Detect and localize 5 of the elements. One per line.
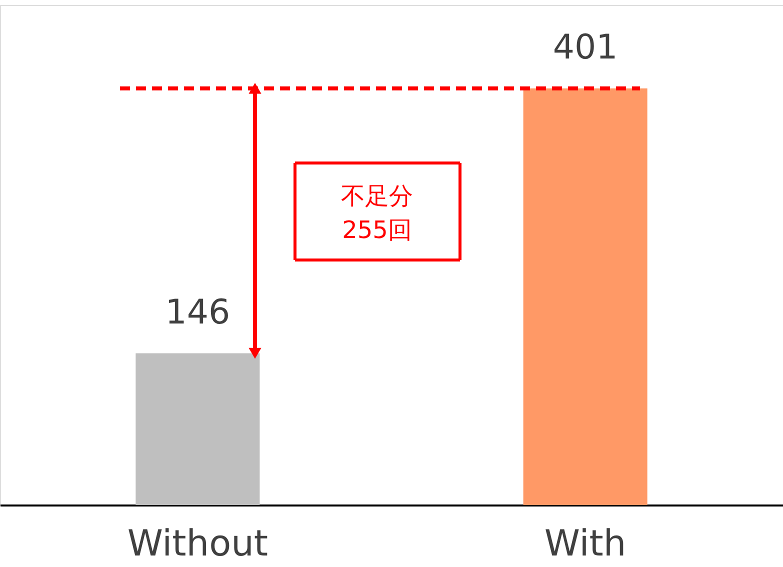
x-tick-label: Without [127,524,268,564]
annotation: 不足分 255回 [341,182,413,244]
data-label: 146 [165,292,230,332]
x-tick-label: With [544,524,626,564]
data-label: 401 [552,27,618,68]
